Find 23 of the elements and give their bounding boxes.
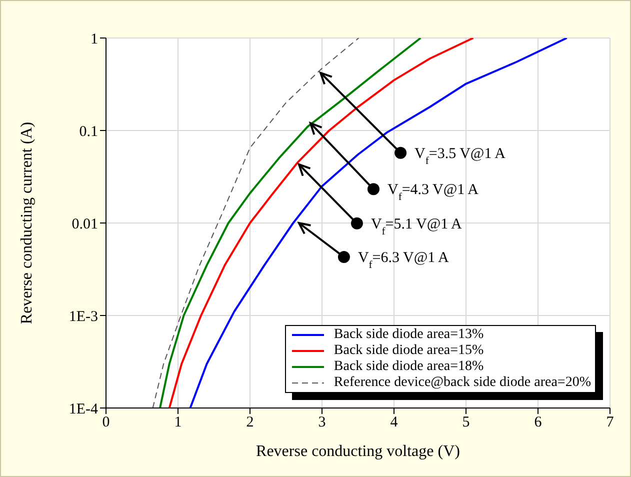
legend-label: Back side diode area=18% <box>334 359 484 375</box>
legend-label: Reference device@back side diode area=20% <box>334 375 591 391</box>
x-tick-label: 3 <box>318 414 326 431</box>
x-tick-label: 2 <box>246 414 254 431</box>
y-tick-label: 1E-3 <box>68 308 98 325</box>
y-tick-label: 1 <box>90 31 98 48</box>
legend-label: Back side diode area=13% <box>334 327 484 343</box>
annotation: V$_{f}$=6.3 V@1 A <box>358 250 450 270</box>
y-tick-label: 0.01 <box>72 216 98 232</box>
x-tick-label: 7 <box>606 414 614 431</box>
x-tick-label: 4 <box>390 414 398 431</box>
y-tick-label: 0.1 <box>79 124 98 140</box>
annotation: V$_{f}$=3.5 V@1 A <box>414 146 506 166</box>
y-tick-label: 1E-4 <box>68 401 98 418</box>
x-tick-label: 5 <box>462 414 470 431</box>
x-axis-title: Reverse conducting voltage (V) <box>256 443 460 460</box>
annotation: V$_{f}$=5.1 V@1 A <box>370 216 462 237</box>
y-axis-title: Reverse conducting current (A) <box>18 122 36 324</box>
x-tick-label: 1 <box>174 414 182 431</box>
legend-label: Back side diode area=15% <box>334 343 484 359</box>
annotation: V$_{f}$=4.3 V@1 A <box>387 182 479 203</box>
x-tick-label: 6 <box>534 414 542 431</box>
x-tick-label: 0 <box>102 414 110 431</box>
